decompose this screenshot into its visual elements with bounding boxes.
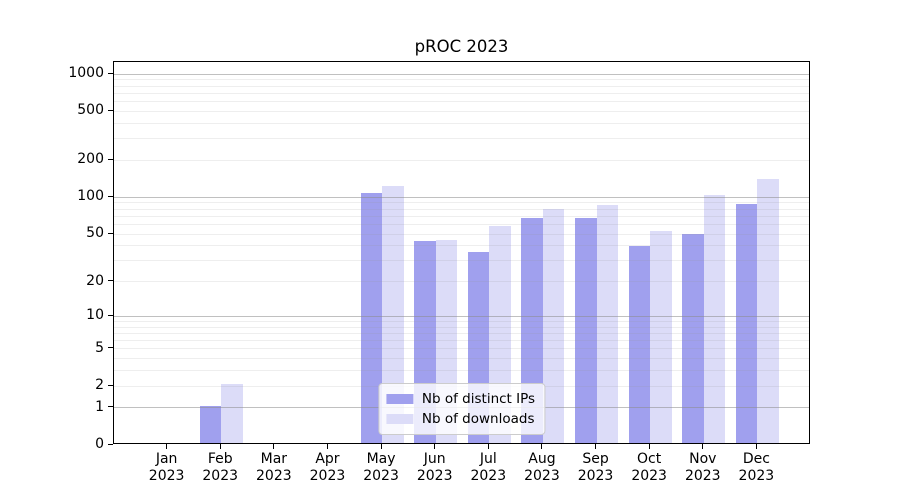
- legend-label-ips: Nb of distinct IPs: [421, 391, 536, 407]
- y-tick-mark-2: [108, 384, 113, 386]
- x-tick-mark-jun: [434, 444, 436, 449]
- legend: Nb of distinct IPs Nb of downloads: [377, 383, 546, 435]
- legend-swatch-ips: [385, 394, 413, 404]
- x-tick-label-jun: Jun 2023: [416, 451, 453, 484]
- bar-sep-ips: [575, 218, 597, 443]
- y-tick-mark-500: [108, 109, 113, 111]
- gridline-50: [114, 233, 809, 235]
- y-tick-mark-0: [108, 443, 113, 445]
- gridline-20: [114, 281, 809, 283]
- y-tick-mark-100: [108, 195, 113, 197]
- x-tick-label-mar: Mar 2023: [256, 451, 292, 484]
- x-tick-mark-dec: [755, 444, 757, 449]
- y-tick-label-1: 1: [95, 398, 104, 415]
- y-tick-label-1000: 1000: [68, 65, 104, 82]
- gridline-30: [114, 260, 809, 262]
- gridline-70: [114, 215, 809, 217]
- bar-oct-downloads: [650, 231, 672, 443]
- x-tick-mark-jul: [487, 444, 489, 449]
- bar-feb-downloads: [221, 384, 243, 443]
- bar-nov-ips: [682, 234, 704, 443]
- x-tick-label-may: May 2023: [363, 451, 399, 484]
- y-tick-label-10: 10: [86, 307, 104, 324]
- gridline-90: [114, 202, 809, 204]
- bar-dec-ips: [735, 204, 758, 443]
- y-tick-label-2: 2: [95, 377, 104, 394]
- legend-row-downloads: Nb of downloads: [385, 409, 535, 429]
- y-tick-mark-1000: [108, 72, 113, 74]
- bar-may-downloads: [382, 185, 404, 443]
- gridline-500: [114, 110, 809, 112]
- y-tick-label-0: 0: [95, 436, 104, 452]
- x-tick-mark-mar: [273, 444, 275, 449]
- y-tick-mark-200: [108, 158, 113, 160]
- gridline-200: [114, 159, 809, 161]
- gridline-8: [114, 326, 809, 328]
- x-tick-label-nov: Nov 2023: [684, 451, 721, 484]
- bar-dec-downloads: [757, 178, 779, 443]
- gridline-300: [114, 138, 809, 140]
- gridline-600: [114, 101, 809, 103]
- gridline-10: [114, 315, 809, 317]
- gridline-800: [114, 85, 809, 87]
- bar-oct-ips: [628, 246, 651, 443]
- gridline-4: [114, 358, 809, 360]
- bar-nov-downloads: [703, 195, 726, 443]
- x-tick-label-jul: Jul 2023: [470, 451, 507, 484]
- x-tick-mark-sep: [595, 444, 597, 449]
- gridline-100: [114, 196, 809, 198]
- gridline-40: [114, 245, 809, 247]
- bar-may-ips: [360, 192, 383, 443]
- y-tick-label-5: 5: [95, 339, 104, 356]
- y-tick-label-200: 200: [77, 151, 104, 168]
- x-tick-label-dec: Dec 2023: [738, 451, 775, 484]
- gridline-1000: [114, 73, 809, 75]
- gridline-5: [114, 348, 809, 350]
- x-tick-label-aug: Aug 2023: [524, 451, 560, 484]
- y-tick-mark-1: [108, 406, 113, 408]
- gridline-400: [114, 122, 809, 124]
- gridline-80: [114, 208, 809, 210]
- legend-swatch-downloads: [385, 414, 413, 424]
- x-tick-mark-may: [380, 444, 382, 449]
- gridline-900: [114, 79, 809, 81]
- x-tick-label-oct: Oct 2023: [631, 451, 667, 484]
- x-tick-label-apr: Apr 2023: [309, 451, 346, 484]
- y-tick-label-50: 50: [86, 225, 104, 242]
- x-tick-label-sep: Sep 2023: [577, 451, 614, 484]
- x-tick-mark-jan: [166, 444, 168, 449]
- x-tick-mark-nov: [702, 444, 704, 449]
- y-tick-label-100: 100: [77, 188, 104, 205]
- gridline-6: [114, 340, 809, 342]
- bar-feb-ips: [199, 405, 222, 443]
- bar-aug-downloads: [542, 208, 565, 443]
- gridline-9: [114, 320, 809, 322]
- y-tick-mark-5: [108, 347, 113, 349]
- x-tick-mark-aug: [541, 444, 543, 449]
- y-tick-label-20: 20: [86, 272, 104, 289]
- bar-sep-downloads: [596, 204, 619, 443]
- x-tick-mark-feb: [219, 444, 221, 449]
- y-tick-mark-10: [108, 314, 113, 316]
- legend-row-ips: Nb of distinct IPs: [385, 389, 536, 409]
- x-tick-mark-apr: [326, 444, 328, 449]
- y-tick-mark-20: [108, 280, 113, 282]
- chart-title: pROC 2023: [414, 37, 509, 56]
- plot-area: Nb of distinct IPs Nb of downloads: [113, 61, 810, 444]
- gridline-60: [114, 223, 809, 225]
- x-tick-mark-oct: [648, 444, 650, 449]
- x-tick-label-feb: Feb 2023: [202, 451, 239, 484]
- gridline-700: [114, 92, 809, 94]
- x-tick-label-jan: Jan 2023: [148, 451, 185, 484]
- y-tick-label-500: 500: [77, 102, 104, 119]
- y-tick-mark-50: [108, 232, 113, 234]
- gridline-3: [114, 370, 809, 372]
- legend-label-downloads: Nb of downloads: [421, 411, 535, 427]
- gridline-7: [114, 332, 809, 334]
